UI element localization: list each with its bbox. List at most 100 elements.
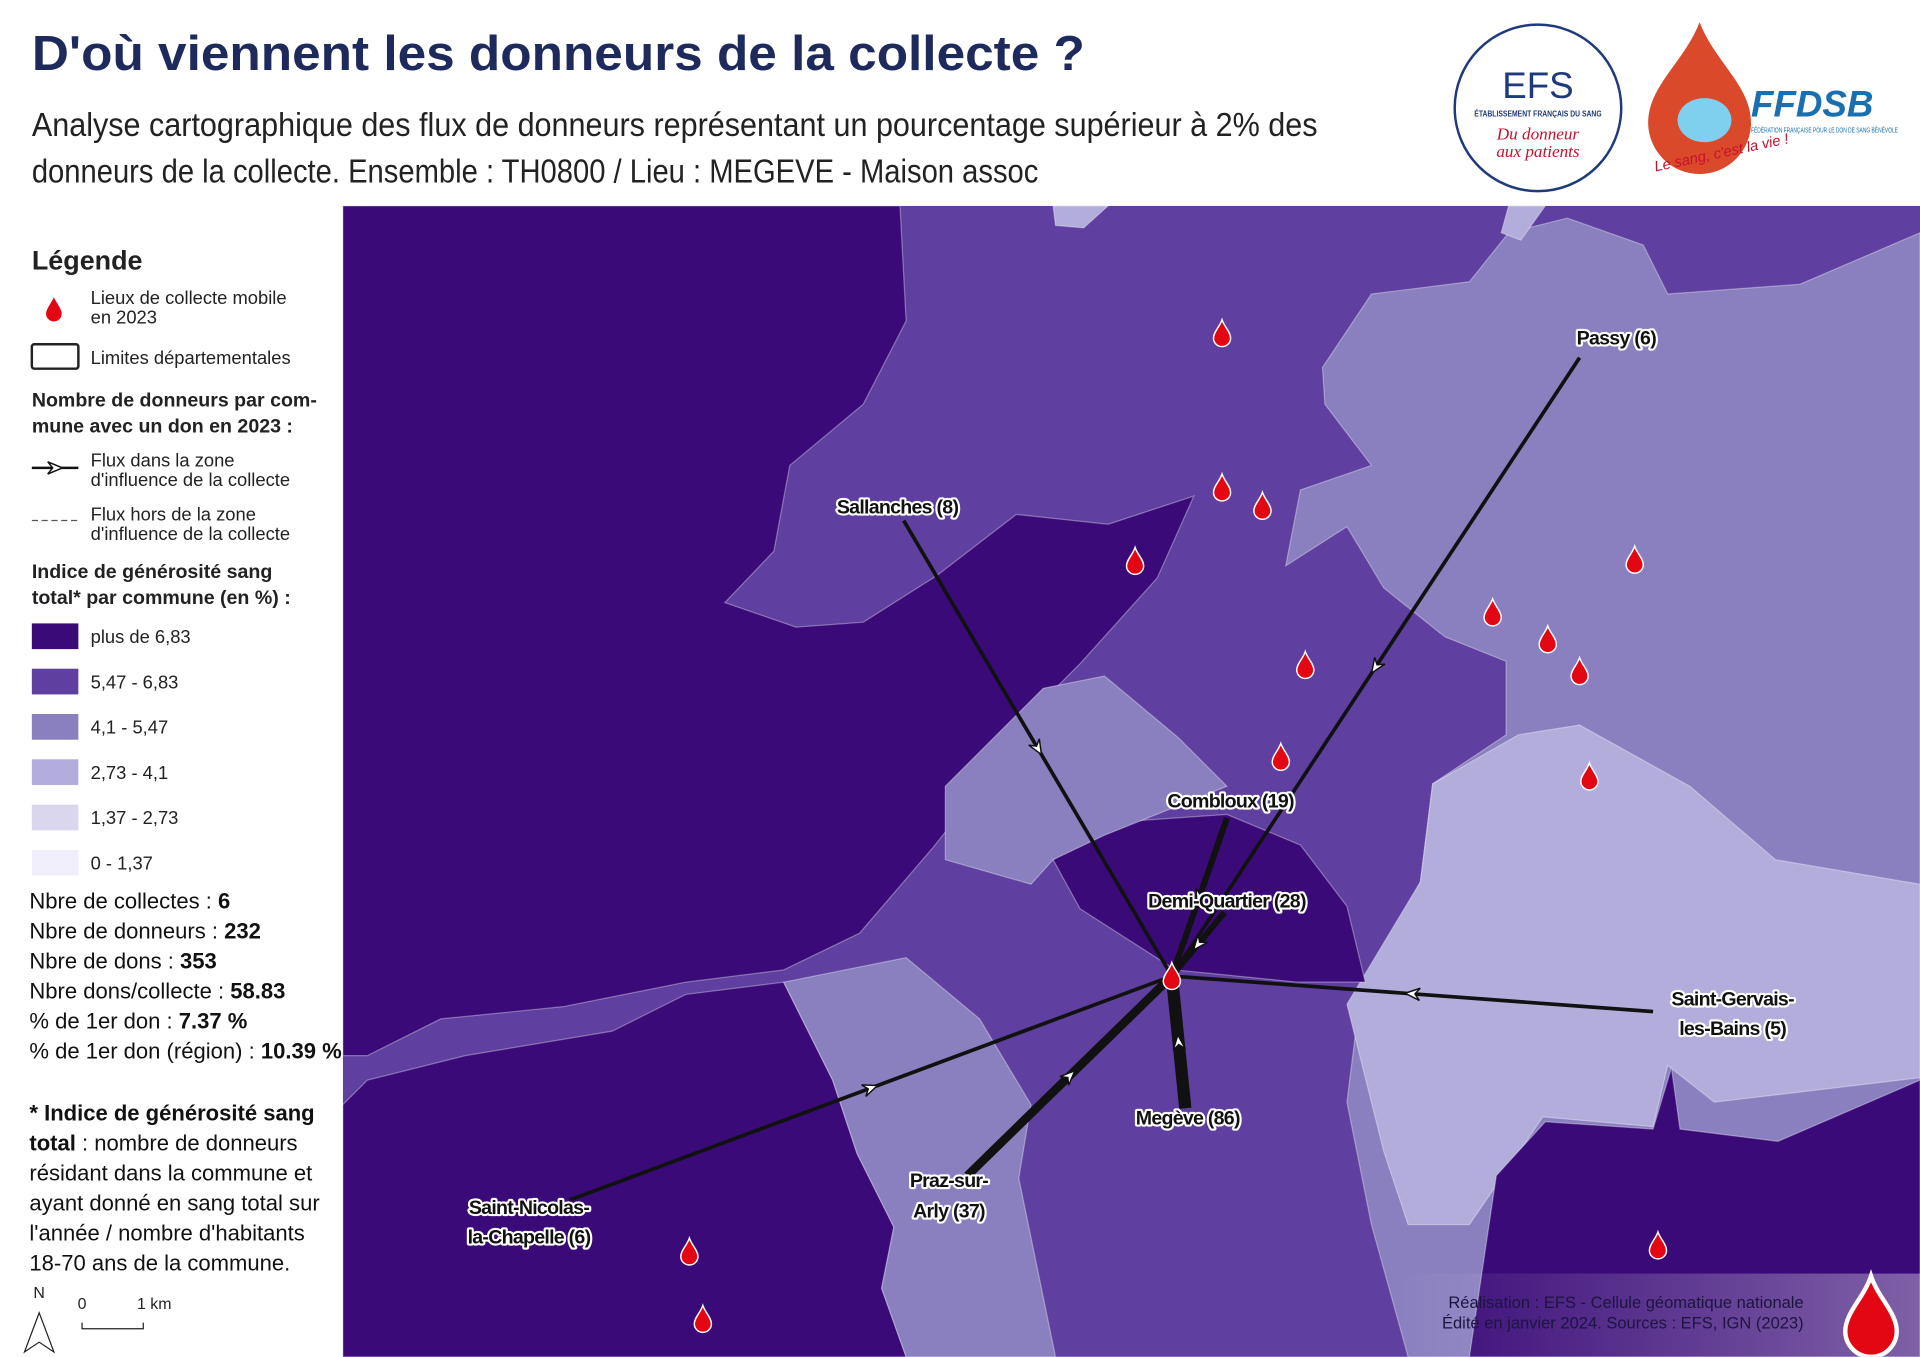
stat-value: 232 [224,919,261,944]
footnote-term: * Indice de générosité sang [29,1101,314,1126]
place-label: Arly (37) [913,1201,985,1223]
place-label: Sallanches (8) [837,496,959,518]
flow-line [964,972,1175,1179]
legend-label: Flux hors de la zone [91,504,256,525]
subtitle: donneurs de la collecte. Ensemble : TH08… [32,154,1039,191]
stat-value: 58.83 [230,979,285,1004]
stat-line: Nbre dons/collecte : 58.83 [29,979,285,1004]
ffdsb-logo-map [1677,98,1732,143]
footnote-line: total : nombre de donneurs [29,1131,297,1156]
footnote-term: total [29,1131,76,1156]
ffdsb-logo-name: FFDSB [1751,83,1873,124]
north-arrow [23,1311,56,1354]
credits-text: Édité en janvier 2024. Sources : EFS, IG… [1442,1314,1804,1333]
north-label: N [33,1285,44,1302]
efs-logo-name: EFS [1502,65,1573,106]
efs-logo-slogan: aux patients [1496,142,1580,161]
scale-zero: 0 [78,1296,87,1313]
legend-label: d'influence de la collecte [91,469,290,490]
flow-line [1170,356,1582,978]
legend-site-icon [44,294,64,323]
place-label: la-Chapelle (6) [468,1226,591,1248]
legend-label: d'influence de la collecte [91,523,290,544]
legend-class-label: 1,37 - 2,73 [91,807,179,828]
place-label: Saint-Gervais- [1671,989,1794,1011]
legend-class-swatch [31,623,79,650]
ffdsb-logo-drop [1648,22,1752,175]
stat-line: % de 1er don (région) : 10.39 % [29,1039,342,1064]
commune-area [1052,813,1367,983]
overlay: D'où viennent les donneurs de la collect… [23,22,1898,1354]
stat-line: Nbre de donneurs : 232 [29,919,260,944]
flow-line [1169,910,1227,979]
commune-area [1052,205,1110,229]
footnote-line: ayant donné en sang total sur [29,1191,319,1216]
place-label: Saint-Nicolas- [469,1197,589,1219]
stat-label: Nbre dons/collecte : [29,979,230,1004]
legend-class-swatch [31,804,79,831]
map: Passy (6) Sallanches (8) Combloux (19) Demi… [342,205,1920,1357]
legend-subtitle: Indice de générosité sang [32,561,272,583]
legend-class-swatch [31,759,79,786]
legend-subtitle: total* par commune (en %) : [32,587,291,609]
efs-logo-slogan: Du donneur [1496,125,1580,144]
legend-subtitle: Nombre de donneurs par com- [32,390,317,412]
stat-line: Nbre de dons : 353 [29,949,216,974]
legend-class-label: 0 - 1,37 [91,853,153,874]
legend-class-swatch [31,668,79,695]
place-label: Combloux (19) [1167,790,1294,812]
scale-bar [81,1322,144,1330]
efs-logo-fullname: ÉTABLISSEMENT FRANÇAIS DU SANG [1474,108,1602,118]
legend-label: Flux dans la zone [91,450,235,471]
commune-area [342,205,1196,1057]
footnote-definition: : nombre de donneurs [76,1131,298,1156]
flow-line [1165,975,1192,1109]
place-label: Demi-Quartier (28) [1148,891,1306,913]
stat-value: 6 [218,889,230,914]
legend-label: Limites départementales [91,347,291,368]
ffdsb-logo-fullname: FÉDÉRATION FRANÇAISE POUR LE DON DE SANG… [1751,125,1898,134]
legend-class-label: 4,1 - 5,47 [91,717,169,738]
scale-distance: 1 km [137,1296,171,1313]
place-label: Megève (86) [1136,1107,1240,1129]
legend-class-label: 2,73 - 4,1 [91,762,169,783]
place-label: les-Bains (5) [1679,1018,1786,1040]
footnote-line: résidant dans la commune et [29,1161,312,1186]
legend-title: Légende [32,246,143,276]
legend-class-swatch [31,849,79,876]
stat-label: Nbre de collectes : [29,889,218,914]
efs-logo-ring [1453,23,1623,193]
credits-box [1395,1273,1920,1357]
commune-area [944,675,1229,885]
stat-label: Nbre de donneurs : [29,919,224,944]
stat-value: 10.39 % [261,1039,342,1064]
footnote-line: l'année / nombre d'habitants [29,1221,304,1246]
legend-class-label: plus de 6,83 [91,626,191,647]
stat-line: % de 1er don : 7.37 % [29,1009,247,1034]
flow-line [902,519,1174,977]
legend-class-label: 5,47 - 6,83 [91,671,179,692]
subtitle: Analyse cartographique des flux de donne… [32,107,1318,144]
legend-department-icon [30,342,80,370]
stat-line: Nbre de collectes : 6 [29,889,230,914]
title: D'où viennent les donneurs de la collect… [32,27,1085,81]
stat-label: Nbre de dons : [29,949,180,974]
flow-line [568,974,1173,1202]
stat-label: % de 1er don (région) : [29,1039,260,1064]
footnote-line: 18-70 ans de la commune. [29,1251,290,1276]
stat-label: % de 1er don : [29,1009,178,1034]
place-label: Praz-sur- [910,1170,988,1192]
stat-value: 353 [180,949,217,974]
commune-area [1500,205,1547,241]
legend-subtitle: mune avec un don en 2023 : [32,415,293,437]
legend-label: Lieux de collecte mobile [91,287,287,308]
flow-line [1171,974,1654,1014]
stat-value: 7.37 % [179,1009,248,1034]
credits-text: Réalisation : EFS - Cellule géomatique n… [1448,1293,1803,1312]
commune-area [1346,724,1920,1226]
commune-area [782,957,1057,1357]
place-label: Passy (6) [1577,327,1657,349]
legend-class-swatch [31,714,79,740]
flow-line [1168,817,1230,978]
